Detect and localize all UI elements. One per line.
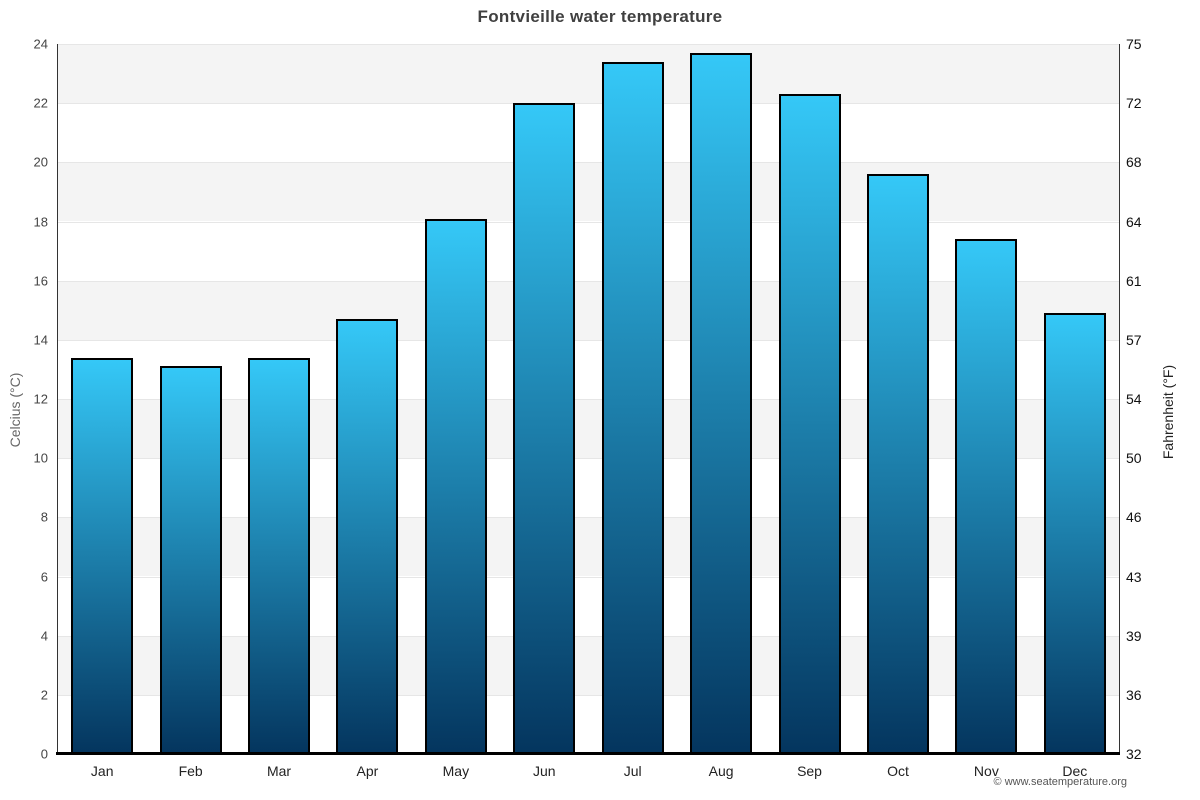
x-tick-mar: Mar — [266, 763, 292, 779]
gridline — [58, 694, 1119, 696]
bar-nov[interactable] — [955, 239, 1018, 754]
bar-jan[interactable] — [71, 357, 134, 754]
x-tick-jun: Jun — [532, 763, 556, 779]
y-tick-celsius-14: 14 — [33, 332, 48, 348]
x-axis-line — [56, 752, 1120, 755]
y-tick-fahrenheit-75: 75 — [1126, 36, 1142, 52]
x-tick-feb: Feb — [178, 763, 203, 779]
gridline — [58, 44, 1119, 45]
fahrenheit-axis-title: Fahrenheit (°F) — [1160, 364, 1176, 460]
grid-band — [58, 44, 1119, 104]
y-tick-celsius-0: 0 — [40, 746, 48, 762]
bar-dec[interactable] — [1043, 313, 1106, 754]
grid-band — [58, 458, 1119, 518]
bar-may[interactable] — [424, 218, 487, 754]
y-tick-celsius-8: 8 — [40, 509, 48, 525]
grid-band — [58, 339, 1119, 399]
grid-band — [58, 221, 1119, 281]
y-tick-fahrenheit-39: 39 — [1126, 627, 1142, 644]
grid-band — [58, 103, 1119, 163]
y-tick-celsius-18: 18 — [33, 214, 48, 229]
bar-feb[interactable] — [159, 366, 222, 754]
x-tick-jan: Jan — [90, 763, 114, 779]
plot-area — [58, 44, 1119, 754]
bar-mar[interactable] — [248, 357, 311, 754]
x-tick-jul: Jul — [623, 763, 642, 779]
y-tick-fahrenheit-50: 50 — [1126, 450, 1142, 467]
x-tick-apr: Apr — [356, 763, 379, 779]
y-tick-celsius-12: 12 — [33, 391, 48, 407]
x-tick-oct: Oct — [887, 763, 909, 779]
grid-band — [58, 162, 1119, 222]
y-tick-celsius-20: 20 — [33, 154, 48, 170]
y-tick-fahrenheit-68: 68 — [1126, 154, 1142, 171]
grid-band — [58, 517, 1119, 577]
gridline — [58, 635, 1119, 637]
x-tick-may: May — [442, 763, 470, 779]
grid-band — [58, 399, 1119, 459]
gridline — [58, 399, 1119, 400]
y-tick-fahrenheit-32: 32 — [1126, 746, 1142, 762]
y-tick-fahrenheit-64: 64 — [1126, 213, 1142, 230]
x-tick-dec: Dec — [1062, 763, 1088, 779]
y-axis-right-line — [1119, 44, 1120, 754]
y-axis-left-line — [57, 44, 58, 754]
bar-jul[interactable] — [601, 61, 664, 754]
gridline — [58, 162, 1119, 164]
bar-sep[interactable] — [778, 94, 841, 754]
y-tick-celsius-4: 4 — [40, 628, 48, 644]
credits-link[interactable]: © www.seatemperature.org — [993, 776, 1127, 788]
gridline — [58, 458, 1119, 460]
celsius-axis-title: Celcius (°C) — [7, 372, 23, 448]
grid-band — [58, 576, 1119, 636]
bar-apr[interactable] — [336, 319, 399, 754]
grid-band — [58, 280, 1119, 340]
x-tick-nov: Nov — [973, 763, 999, 779]
gridline — [58, 103, 1119, 105]
y-tick-fahrenheit-61: 61 — [1126, 272, 1142, 289]
bar-oct[interactable] — [866, 174, 929, 754]
gridline — [58, 339, 1119, 341]
gridline — [58, 221, 1119, 223]
y-tick-celsius-22: 22 — [33, 95, 48, 111]
y-tick-fahrenheit-36: 36 — [1126, 686, 1142, 703]
y-tick-fahrenheit-54: 54 — [1126, 391, 1142, 407]
x-tick-aug: Aug — [708, 763, 734, 779]
y-tick-celsius-6: 6 — [40, 569, 48, 584]
y-tick-celsius-10: 10 — [33, 450, 48, 466]
bar-jun[interactable] — [513, 103, 576, 754]
grid-band — [58, 635, 1119, 695]
y-tick-fahrenheit-43: 43 — [1126, 568, 1142, 585]
gridline — [58, 576, 1119, 578]
y-tick-fahrenheit-57: 57 — [1126, 331, 1142, 348]
bar-aug[interactable] — [690, 52, 753, 754]
chart-title: Fontvieille water temperature — [477, 7, 723, 26]
y-tick-celsius-2: 2 — [40, 687, 48, 703]
y-tick-celsius-24: 24 — [33, 36, 48, 52]
x-tick-sep: Sep — [797, 763, 822, 779]
grid-band — [58, 694, 1119, 754]
gridline — [58, 517, 1119, 519]
y-tick-fahrenheit-46: 46 — [1126, 509, 1142, 526]
y-tick-fahrenheit-72: 72 — [1126, 95, 1142, 112]
y-tick-celsius-16: 16 — [33, 273, 48, 289]
gridline — [58, 280, 1119, 282]
